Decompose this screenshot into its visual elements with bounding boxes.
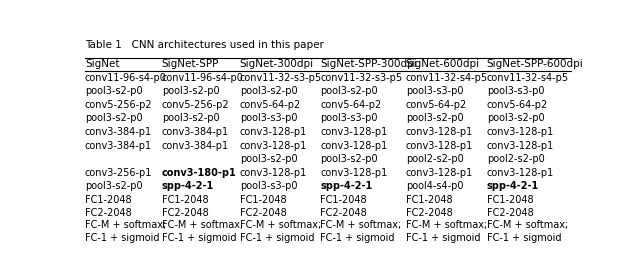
Text: conv5-64-p2: conv5-64-p2 — [406, 100, 467, 110]
Text: pool3-s2-p0: pool3-s2-p0 — [240, 86, 298, 96]
Text: conv3-128-p1: conv3-128-p1 — [406, 141, 473, 150]
Text: pool3-s2-p0: pool3-s2-p0 — [320, 86, 378, 96]
Text: SigNet-SPP-300dpi: SigNet-SPP-300dpi — [320, 60, 417, 69]
Text: pool4-s4-p0: pool4-s4-p0 — [406, 181, 463, 191]
Text: FC1-2048: FC1-2048 — [320, 195, 367, 205]
Text: conv11-32-s4-p5: conv11-32-s4-p5 — [406, 73, 488, 83]
Text: conv3-128-p1: conv3-128-p1 — [240, 141, 307, 150]
Text: spp-4-2-1: spp-4-2-1 — [162, 181, 214, 191]
Text: FC2-2048: FC2-2048 — [240, 208, 287, 218]
Text: FC2-2048: FC2-2048 — [162, 208, 209, 218]
Text: conv3-256-p1: conv3-256-p1 — [85, 168, 152, 178]
Text: pool3-s2-p0: pool3-s2-p0 — [85, 181, 143, 191]
Text: conv3-384-p1: conv3-384-p1 — [162, 141, 229, 150]
Text: FC2-2048: FC2-2048 — [85, 208, 132, 218]
Text: FC-M + softmax;
FC-1 + sigmoid: FC-M + softmax; FC-1 + sigmoid — [240, 220, 321, 242]
Text: FC-M + softmax;
FC-1 + sigmoid: FC-M + softmax; FC-1 + sigmoid — [320, 220, 401, 242]
Text: pool3-s3-p0: pool3-s3-p0 — [320, 113, 378, 124]
Text: conv3-128-p1: conv3-128-p1 — [240, 168, 307, 178]
Text: conv3-128-p1: conv3-128-p1 — [320, 168, 387, 178]
Text: SigNet-SPP-600dpi: SigNet-SPP-600dpi — [486, 60, 584, 69]
Text: conv5-256-p2: conv5-256-p2 — [162, 100, 230, 110]
Text: conv11-96-s4-p0: conv11-96-s4-p0 — [162, 73, 244, 83]
Text: pool3-s2-p0: pool3-s2-p0 — [320, 154, 378, 164]
Text: SigNet-300dpi: SigNet-300dpi — [240, 60, 314, 69]
Text: FC-M + softmax;
FC-1 + sigmoid: FC-M + softmax; FC-1 + sigmoid — [406, 220, 487, 242]
Text: FC-M + softmax;
FC-1 + sigmoid: FC-M + softmax; FC-1 + sigmoid — [486, 220, 568, 242]
Text: conv3-128-p1: conv3-128-p1 — [406, 127, 473, 137]
Text: conv5-64-p2: conv5-64-p2 — [486, 100, 548, 110]
Text: conv5-256-p2: conv5-256-p2 — [85, 100, 152, 110]
Text: pool3-s2-p0: pool3-s2-p0 — [240, 154, 298, 164]
Text: FC1-2048: FC1-2048 — [406, 195, 452, 205]
Text: conv3-128-p1: conv3-128-p1 — [320, 127, 387, 137]
Text: pool3-s3-p0: pool3-s3-p0 — [240, 113, 297, 124]
Text: conv3-128-p1: conv3-128-p1 — [406, 168, 473, 178]
Text: FC1-2048: FC1-2048 — [162, 195, 209, 205]
Text: FC2-2048: FC2-2048 — [486, 208, 534, 218]
Text: conv3-384-p1: conv3-384-p1 — [162, 127, 229, 137]
Text: conv3-128-p1: conv3-128-p1 — [486, 168, 554, 178]
Text: conv11-32-s3-p5: conv11-32-s3-p5 — [320, 73, 402, 83]
Text: pool3-s3-p0: pool3-s3-p0 — [486, 86, 544, 96]
Text: conv5-64-p2: conv5-64-p2 — [240, 100, 301, 110]
Text: FC2-2048: FC2-2048 — [406, 208, 452, 218]
Text: SigNet-600dpi: SigNet-600dpi — [406, 60, 480, 69]
Text: FC2-2048: FC2-2048 — [320, 208, 367, 218]
Text: pool2-s2-p0: pool2-s2-p0 — [486, 154, 545, 164]
Text: SigNet: SigNet — [85, 60, 120, 69]
Text: conv11-96-s4-p0: conv11-96-s4-p0 — [85, 73, 167, 83]
Text: pool3-s2-p0: pool3-s2-p0 — [162, 113, 220, 124]
Text: pool3-s3-p0: pool3-s3-p0 — [240, 181, 297, 191]
Text: spp-4-2-1: spp-4-2-1 — [320, 181, 372, 191]
Text: conv3-180-p1: conv3-180-p1 — [162, 168, 237, 178]
Text: FC-M + softmax;
FC-1 + sigmoid: FC-M + softmax; FC-1 + sigmoid — [85, 220, 166, 242]
Text: pool3-s2-p0: pool3-s2-p0 — [85, 86, 143, 96]
Text: pool3-s2-p0: pool3-s2-p0 — [85, 113, 143, 124]
Text: FC-M + softmax;
FC-1 + sigmoid: FC-M + softmax; FC-1 + sigmoid — [162, 220, 243, 242]
Text: pool3-s2-p0: pool3-s2-p0 — [486, 113, 545, 124]
Text: Table 1   CNN architectures used in this paper: Table 1 CNN architectures used in this p… — [85, 40, 324, 50]
Text: conv11-32-s3-p5: conv11-32-s3-p5 — [240, 73, 322, 83]
Text: SigNet-SPP: SigNet-SPP — [162, 60, 220, 69]
Text: FC1-2048: FC1-2048 — [240, 195, 286, 205]
Text: pool3-s3-p0: pool3-s3-p0 — [406, 86, 463, 96]
Text: pool3-s2-p0: pool3-s2-p0 — [406, 113, 463, 124]
Text: conv11-32-s4-p5: conv11-32-s4-p5 — [486, 73, 569, 83]
Text: conv3-128-p1: conv3-128-p1 — [240, 127, 307, 137]
Text: conv3-384-p1: conv3-384-p1 — [85, 141, 152, 150]
Text: spp-4-2-1: spp-4-2-1 — [486, 181, 539, 191]
Text: conv5-64-p2: conv5-64-p2 — [320, 100, 381, 110]
Text: FC1-2048: FC1-2048 — [486, 195, 533, 205]
Text: conv3-128-p1: conv3-128-p1 — [486, 127, 554, 137]
Text: pool2-s2-p0: pool2-s2-p0 — [406, 154, 463, 164]
Text: conv3-128-p1: conv3-128-p1 — [486, 141, 554, 150]
Text: conv3-128-p1: conv3-128-p1 — [320, 141, 387, 150]
Text: conv3-384-p1: conv3-384-p1 — [85, 127, 152, 137]
Text: pool3-s2-p0: pool3-s2-p0 — [162, 86, 220, 96]
Text: FC1-2048: FC1-2048 — [85, 195, 132, 205]
